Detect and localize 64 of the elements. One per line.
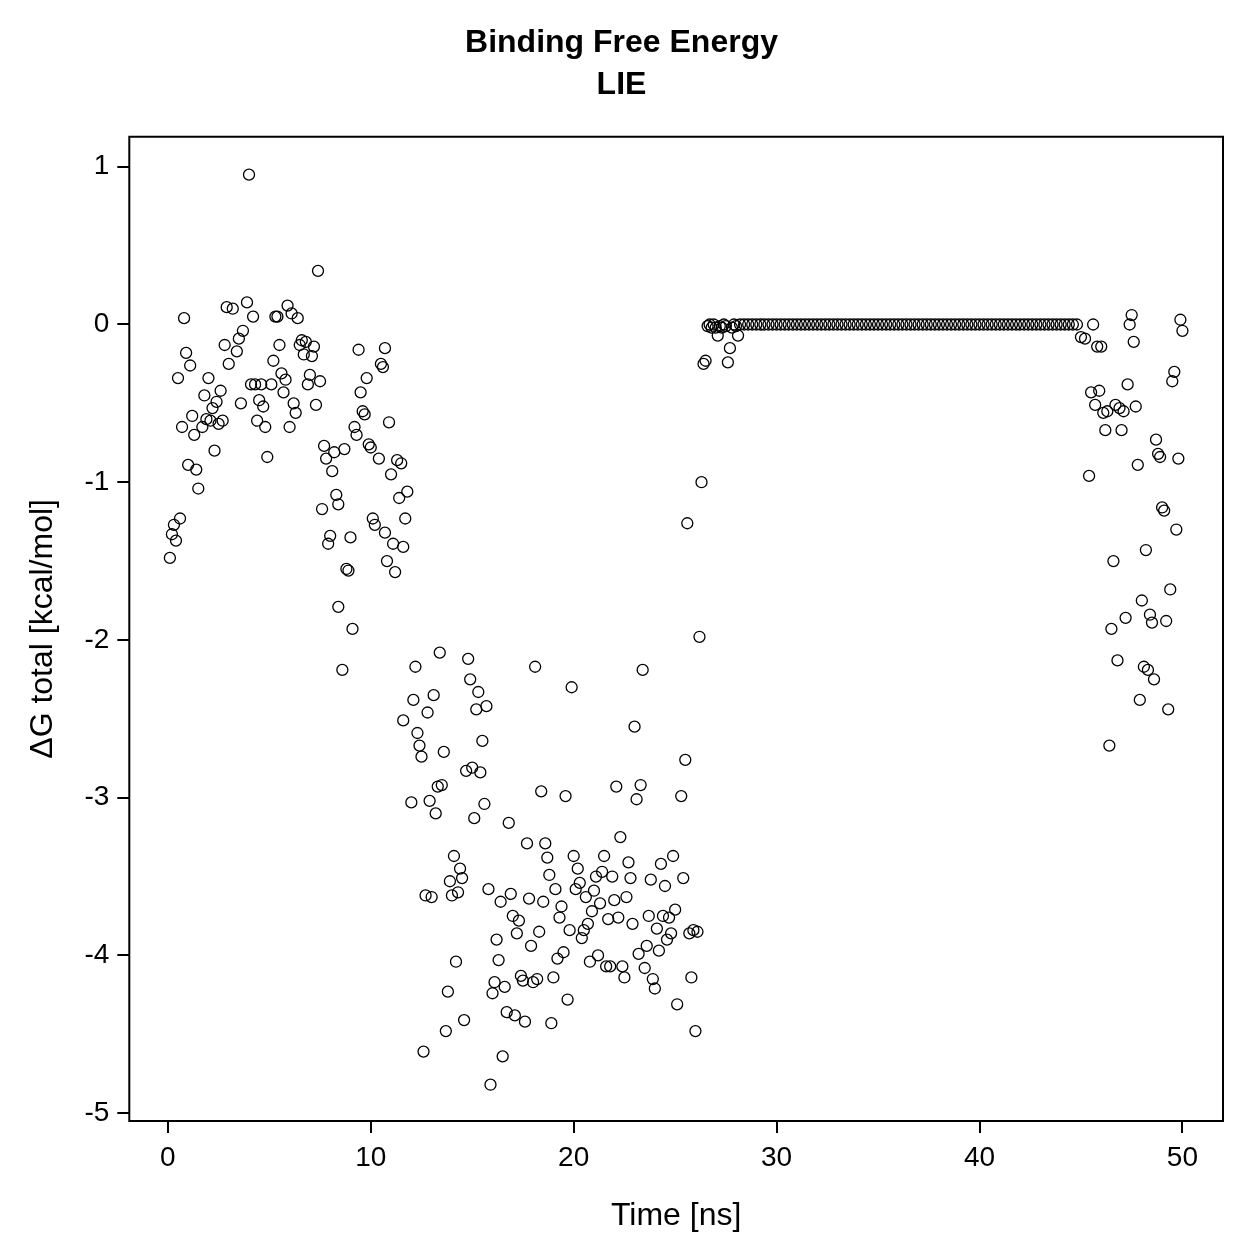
point	[1160, 614, 1173, 628]
point	[1147, 673, 1161, 686]
point	[1111, 654, 1124, 667]
x-tick-label: 50	[1166, 1140, 1198, 1172]
y-tick-label: -5	[84, 1095, 110, 1127]
point	[1176, 324, 1189, 337]
y-tick-label: -3	[84, 780, 110, 812]
point	[1089, 398, 1102, 412]
point	[1093, 384, 1106, 397]
y-tick-label: -2	[84, 622, 110, 654]
y-axis-title: ΔG total [kcal/mol]	[23, 499, 60, 759]
x-tick-label: 20	[558, 1140, 590, 1172]
point	[1145, 616, 1159, 629]
point	[1143, 608, 1157, 621]
point	[1117, 405, 1130, 418]
point	[1172, 452, 1185, 465]
y-tick-label: 1	[93, 149, 110, 181]
point	[1153, 450, 1167, 464]
point	[1105, 622, 1118, 636]
point	[1086, 318, 1100, 331]
y-tick-label: -1	[84, 464, 110, 496]
chart-title: Binding Free Energy	[465, 23, 779, 60]
x-tick-label: 0	[160, 1140, 176, 1172]
point	[1121, 378, 1134, 391]
y-tick-label: 0	[93, 307, 110, 339]
point	[1107, 554, 1120, 568]
point	[1133, 693, 1146, 707]
point	[1151, 447, 1165, 460]
point	[1164, 583, 1177, 596]
point	[1084, 386, 1098, 399]
point	[1170, 523, 1183, 536]
point	[1131, 458, 1144, 472]
x-tick-label: 30	[761, 1140, 793, 1172]
point	[1074, 330, 1088, 344]
point	[1097, 406, 1110, 419]
point	[1168, 365, 1181, 378]
point	[1103, 739, 1116, 752]
x-tick-label: 40	[963, 1140, 996, 1172]
point	[1129, 400, 1142, 413]
point	[1127, 335, 1140, 348]
chart-subtitle: LIE	[596, 65, 647, 102]
point	[1101, 405, 1114, 418]
point	[1078, 332, 1092, 345]
point	[1099, 424, 1112, 437]
point	[1141, 663, 1155, 677]
point	[1119, 611, 1132, 625]
point	[1091, 340, 1104, 353]
point	[1125, 308, 1138, 322]
y-tick-label: -4	[84, 938, 110, 970]
point	[1109, 398, 1122, 412]
point	[1113, 401, 1126, 415]
point	[1139, 543, 1153, 557]
point	[1149, 433, 1163, 446]
point	[1162, 703, 1175, 716]
x-tick-label: 10	[355, 1140, 387, 1172]
point	[1137, 660, 1151, 673]
point	[1082, 469, 1096, 483]
point	[1123, 318, 1136, 331]
point	[1095, 340, 1108, 353]
point	[1115, 424, 1128, 437]
point	[1135, 594, 1148, 607]
x-axis-title: Time [ns]	[610, 1195, 742, 1232]
point	[1166, 375, 1179, 388]
point	[1174, 313, 1187, 326]
